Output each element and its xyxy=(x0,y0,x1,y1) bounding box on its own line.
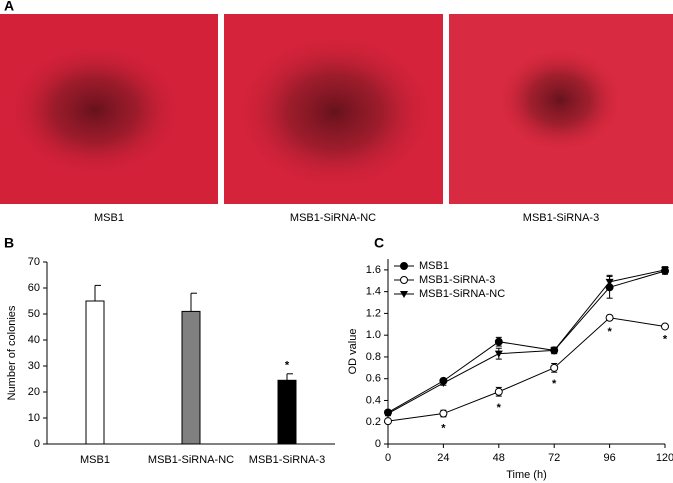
marker xyxy=(494,350,503,358)
y-tick-label: 1.2 xyxy=(366,307,381,319)
y-tick-label: 0.2 xyxy=(366,416,381,428)
series-line xyxy=(387,269,666,414)
annotation: * xyxy=(285,360,290,372)
colony xyxy=(500,50,620,150)
panel-label: C xyxy=(374,235,384,251)
legend-label: MSB1-SiRNA-NC xyxy=(419,288,505,300)
panel-label: B xyxy=(4,235,14,251)
marker xyxy=(439,409,448,418)
marker xyxy=(439,380,448,388)
marker xyxy=(494,337,503,346)
x-tick-label: MSB1-SiRNA-NC xyxy=(148,454,234,466)
y-tick-label: 50 xyxy=(28,308,40,320)
y-axis-label: Number of colonies xyxy=(6,305,18,400)
y-tick-label: 1.0 xyxy=(366,329,381,341)
series-line xyxy=(387,317,666,422)
colony xyxy=(240,37,430,187)
marker xyxy=(550,363,559,372)
marker xyxy=(494,387,503,396)
y-tick-label: 0.8 xyxy=(366,351,381,363)
y-tick-label: 0 xyxy=(375,438,381,450)
y-tick-label: 0 xyxy=(34,438,40,450)
series-line xyxy=(387,270,666,413)
marker xyxy=(384,417,392,426)
annotation: * xyxy=(607,326,612,338)
x-tick-label: MSB1 xyxy=(80,454,110,466)
y-tick-label: 1.4 xyxy=(366,286,381,298)
annotation: * xyxy=(663,333,668,345)
annotation: * xyxy=(552,378,557,390)
x-tick-label: 120 xyxy=(656,452,673,464)
y-tick-label: 60 xyxy=(28,282,40,294)
bar xyxy=(277,379,297,445)
x-tick-label: MSB1-SiRNA-3 xyxy=(249,454,325,466)
x-tick-label: 24 xyxy=(437,452,449,464)
image-caption: MSB1-SiRNA-3 xyxy=(523,212,599,224)
x-tick-label: 72 xyxy=(548,452,560,464)
y-tick-label: 1.6 xyxy=(366,264,381,276)
marker xyxy=(661,266,669,274)
x-tick-label: 48 xyxy=(493,452,505,464)
marker xyxy=(661,322,669,331)
y-tick-label: 40 xyxy=(28,334,40,346)
x-tick-label: 96 xyxy=(603,452,615,464)
y-tick-label: 70 xyxy=(28,256,40,268)
y-axis-label: OD value xyxy=(347,329,359,375)
colony xyxy=(10,45,180,175)
marker xyxy=(550,347,559,355)
legend-label: MSB1 xyxy=(419,260,449,272)
legend-label: MSB1-SiRNA-3 xyxy=(419,274,495,286)
image-caption: MSB1-SiRNA-NC xyxy=(290,212,376,224)
y-tick-label: 0.4 xyxy=(366,394,381,406)
annotation: * xyxy=(441,423,446,435)
bar xyxy=(85,300,105,445)
y-tick-label: 20 xyxy=(28,386,40,398)
annotation: * xyxy=(497,402,502,414)
panel-a xyxy=(0,14,673,204)
x-axis-label: Time (h) xyxy=(506,469,547,481)
y-tick-label: 30 xyxy=(28,360,40,372)
x-tick-label: 0 xyxy=(385,452,391,464)
marker xyxy=(400,291,408,298)
marker xyxy=(384,410,392,418)
panel-label: A xyxy=(4,0,14,14)
marker xyxy=(605,313,614,322)
marker xyxy=(400,276,408,284)
image-caption: MSB1 xyxy=(94,212,124,224)
bar xyxy=(181,310,201,445)
marker xyxy=(605,278,614,286)
y-tick-label: 10 xyxy=(28,412,40,424)
y-tick-label: 0.6 xyxy=(366,373,381,385)
marker xyxy=(400,262,408,270)
